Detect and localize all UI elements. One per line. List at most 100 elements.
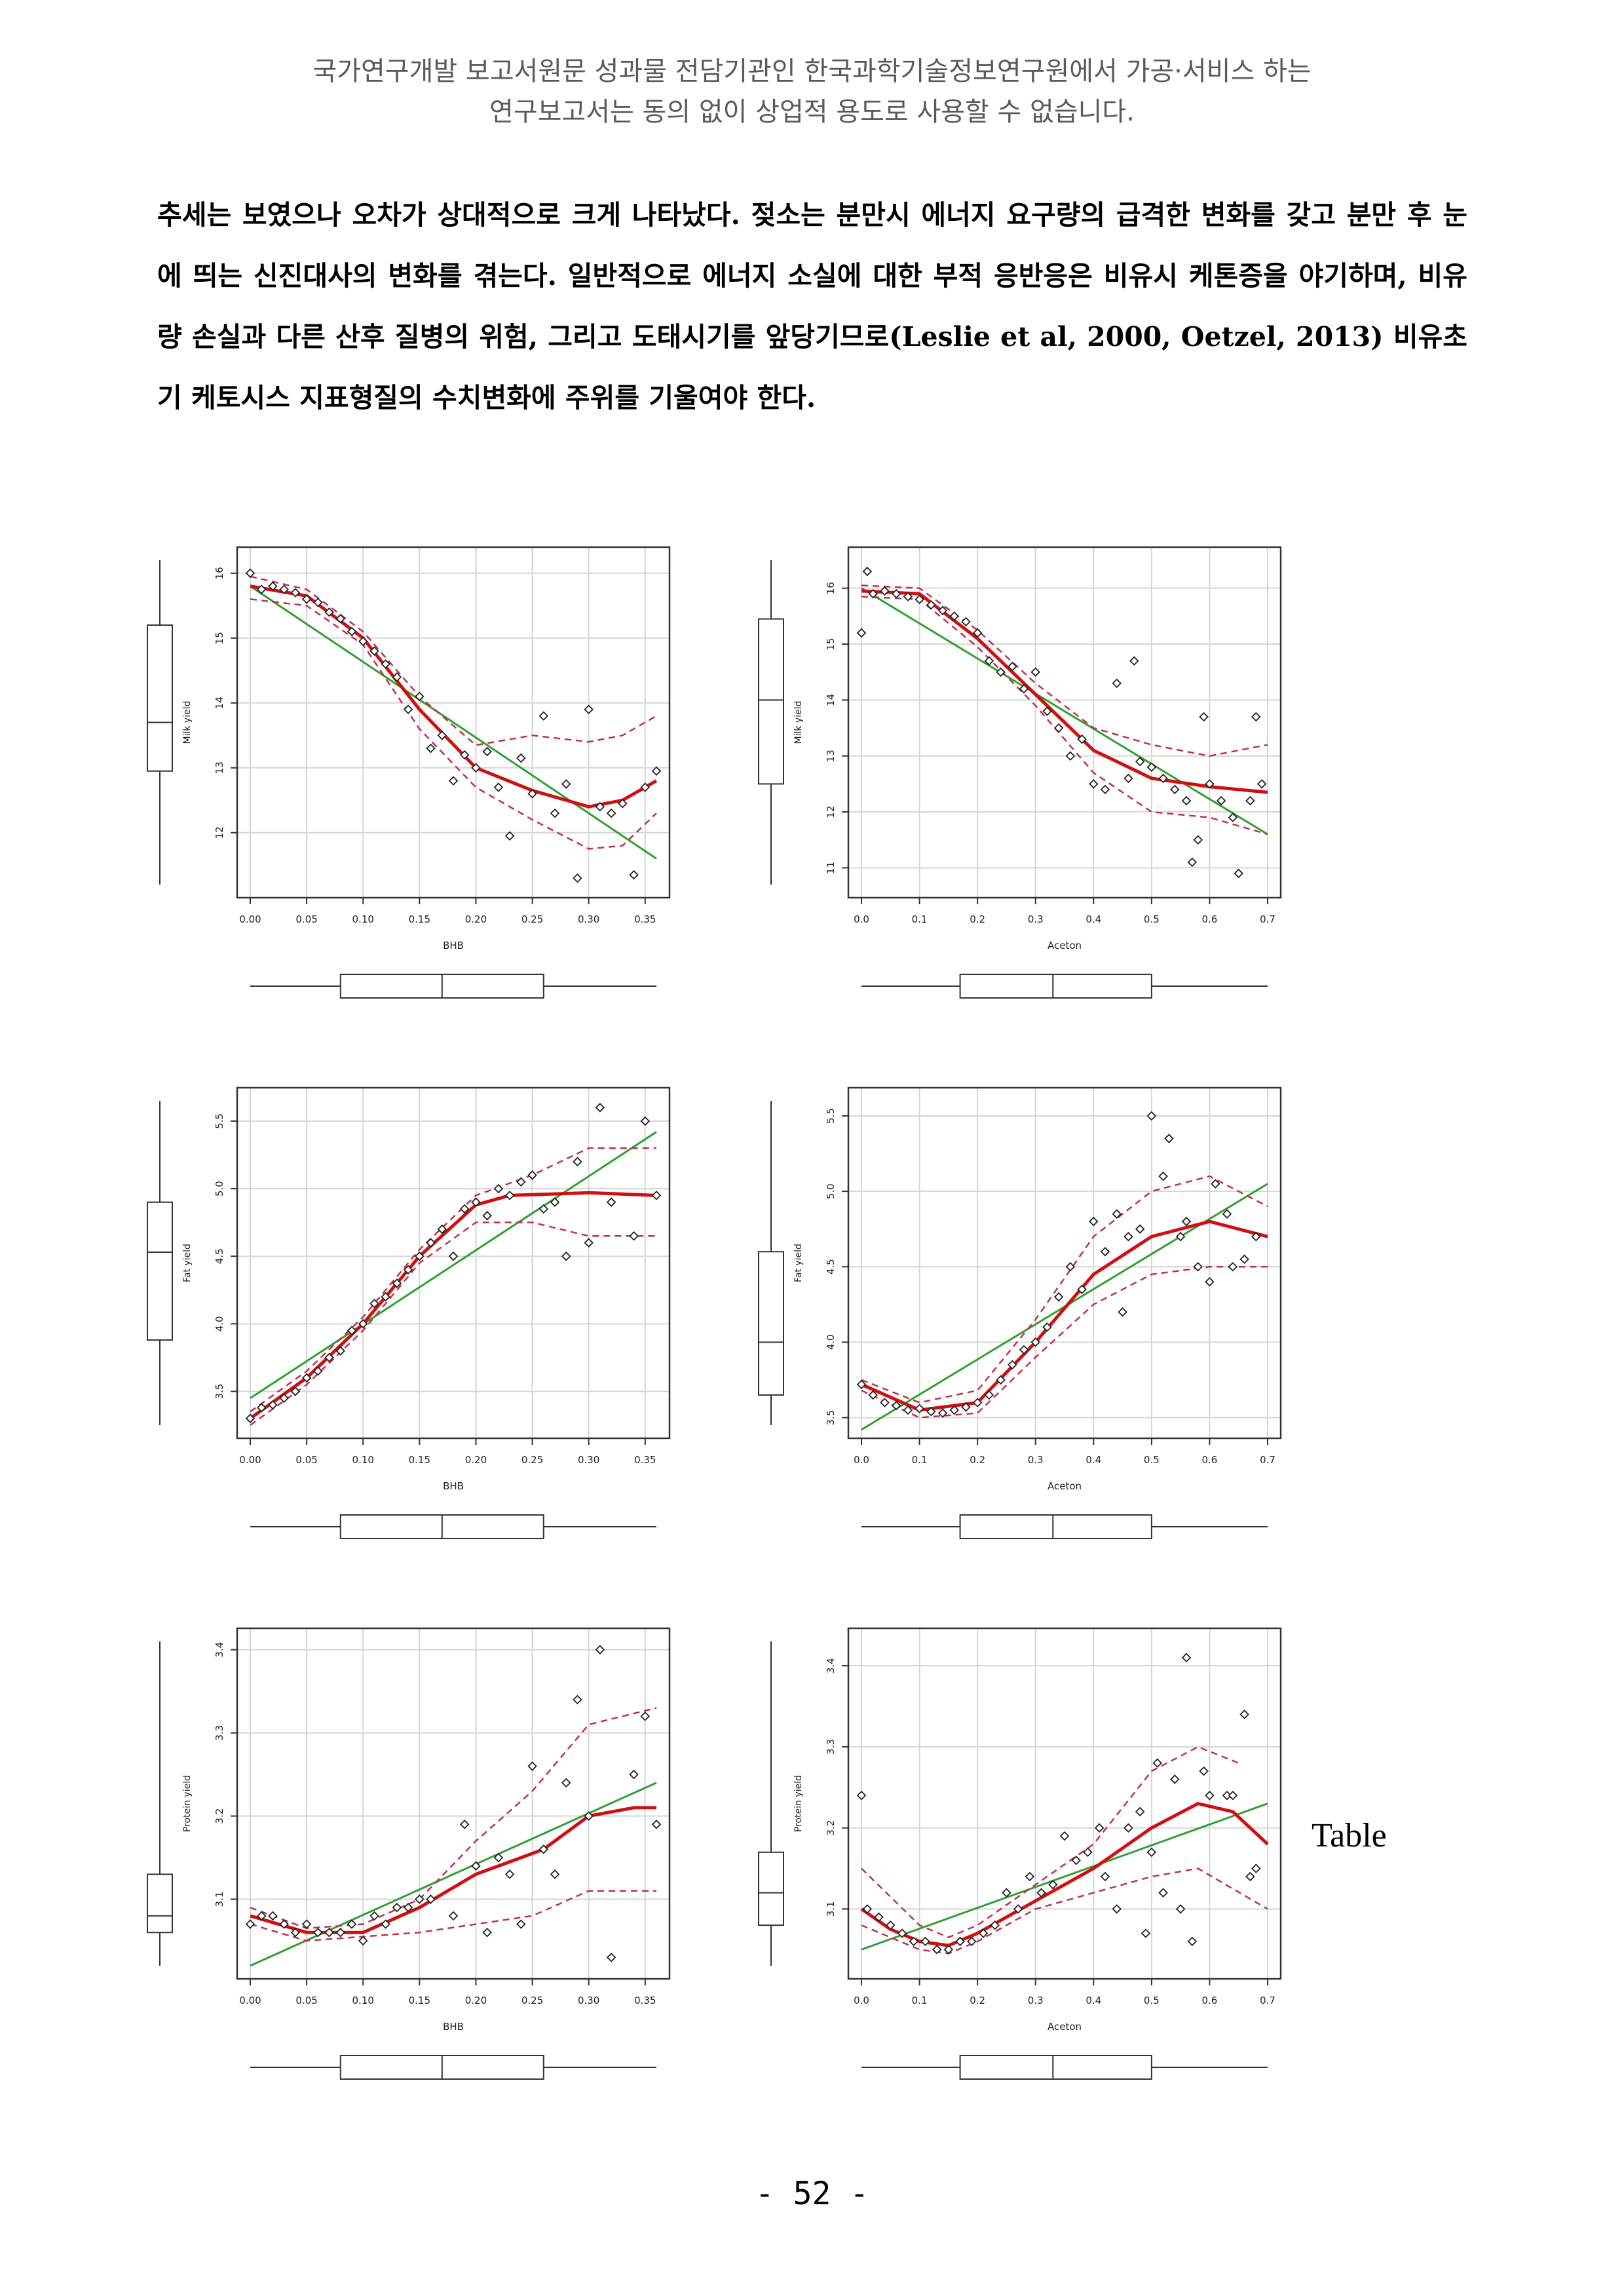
linear-fit-line [861,587,1268,835]
lower-band-line [250,598,657,850]
data-point [618,798,628,809]
x-tick-label: 0.15 [409,913,430,925]
y-tick-label: 14 [825,694,837,706]
data-point [573,1157,582,1167]
x-tick-label: 0.35 [634,913,656,925]
data-point [482,746,492,757]
data-point [482,1211,492,1221]
x-tick-label: 0.4 [1086,913,1101,925]
y-tick-label: 5.0 [214,1181,225,1196]
y-axis-label: Fat yield [793,1244,804,1282]
data-point [335,1346,346,1356]
data-point [1036,1888,1046,1898]
data-point [256,1911,267,1921]
data-point [897,1928,907,1938]
data-point [1042,1322,1052,1332]
y-tick-label: 3.1 [214,1892,225,1907]
data-point [1089,1216,1099,1227]
chart-fat-aceton: 0.0 0.1 0.2 0.3 0.4 0.5 0.6 0.7 3.5 4.0 4.5 5.0 5.5 A… [758,1086,1282,1539]
chart-fat-bhb: 0.00 0.05 0.10 0.15 0.20 0.25 0.30 0.35 3.5 4.0 4.… [147,1086,671,1539]
data-point [651,1819,662,1829]
y-box [147,624,173,772]
data-point [640,1116,651,1126]
data-point [1030,1337,1040,1347]
data-point [868,1390,878,1400]
data-point [1251,1864,1261,1873]
x-tick-label: 0.3 [1028,1995,1044,2006]
data-point [880,1398,890,1407]
y-tick-label: 3.4 [825,1658,837,1674]
data-point [381,1292,390,1302]
x-axis-label: Aceton [1048,940,1082,951]
data-point [392,1902,402,1913]
y-tick-label: 12 [825,806,837,818]
data-point [516,1919,526,1929]
upper-band-line [861,584,1268,757]
data-point [538,1204,549,1214]
loess-curve [249,1191,657,1420]
data-point [1100,784,1110,795]
data-point [1124,773,1133,784]
data-point [1222,1209,1232,1219]
loess-curve [860,1802,1269,1947]
x-tick-label: 0.25 [521,1995,543,2006]
data-point [1008,661,1017,672]
data-point [347,626,357,637]
data-point [448,1251,459,1261]
data-point [1193,1261,1203,1272]
data-point [324,1352,334,1363]
plot-frame [847,546,1282,899]
data-point [301,1919,312,1929]
x-tick-label: 0.2 [970,1995,985,2006]
data-point [347,1326,357,1335]
data-point [1228,813,1238,822]
data-point [640,782,651,792]
data-point [482,1927,492,1938]
x-tick-label: 0.0 [854,913,869,925]
x-axis-label: BHB [443,940,464,951]
x-tick-label: 0.3 [1028,913,1044,925]
x-box [959,2055,1152,2080]
x-tick-label: 0.35 [634,1995,656,2006]
data-point [1158,1171,1168,1181]
loess-curve [860,1219,1268,1412]
y-tick-label: 15 [214,632,225,644]
data-point [1170,1774,1180,1784]
data-point [335,613,346,624]
data-point [1205,779,1215,789]
x-tick-label: 0.1 [912,913,928,925]
data-point [1112,1209,1122,1219]
data-point [369,1911,379,1921]
x-tick-label: 0.30 [578,1995,599,2006]
data-point [1175,1904,1186,1914]
data-point [1071,1855,1081,1866]
x-tick-label: 0.00 [239,1995,261,2006]
x-tick-label: 0.30 [578,913,599,925]
y-axis-label: Milk yield [182,701,193,744]
x-axis-label: BHB [443,1480,464,1492]
data-point [504,1869,515,1879]
data-point [1239,1254,1249,1265]
x-tick-label: 0.15 [409,1995,430,2006]
data-point [358,636,368,647]
data-point [920,1936,930,1947]
data-point [1059,1831,1070,1841]
x-tick-label: 0.10 [352,1995,374,2006]
data-point [1199,1766,1209,1776]
data-point [1124,1823,1133,1833]
data-point [448,776,459,786]
x-tick-label: 0.6 [1201,1454,1217,1466]
upper-band-line [250,1707,657,1930]
data-point [1077,1284,1087,1295]
y-axis-label: Protein yield [182,1775,193,1832]
data-point [1094,1823,1105,1833]
data-point [1030,667,1040,677]
copyright-notice: 국가연구개발 보고서원문 성과물 전담기관인 한국과학기술정보연구원에서 가공·… [0,51,1624,132]
x-tick-label: 0.2 [970,913,985,925]
y-tick-label: 4.5 [825,1259,837,1274]
data-point [415,1894,425,1904]
data-point [972,1398,983,1407]
data-point [335,1927,346,1938]
x-tick-label: 0.4 [1086,1995,1101,2006]
plot-frame [236,1627,671,1980]
